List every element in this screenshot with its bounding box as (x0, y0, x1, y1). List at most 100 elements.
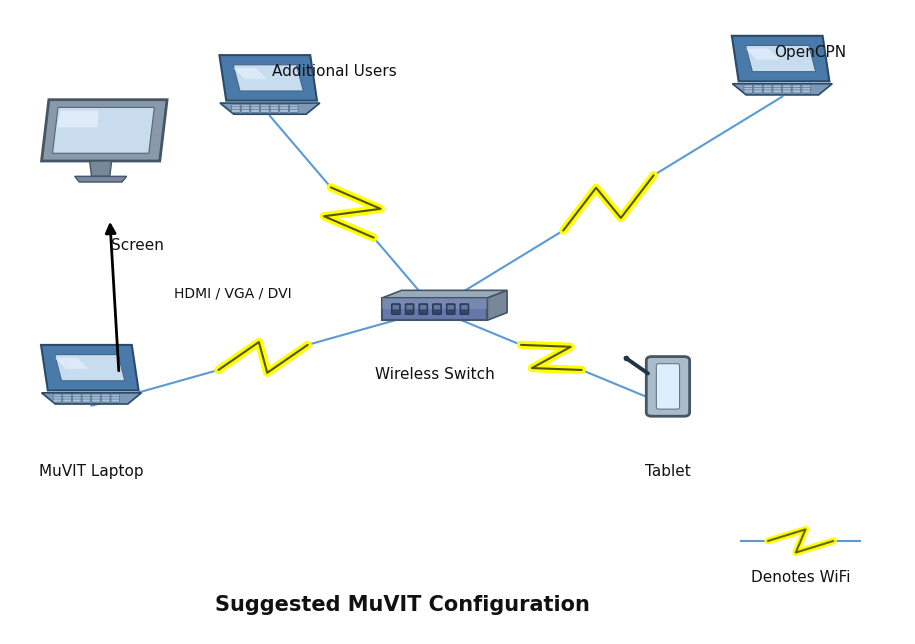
FancyBboxPatch shape (447, 304, 455, 314)
FancyBboxPatch shape (754, 88, 762, 91)
FancyBboxPatch shape (460, 304, 468, 314)
FancyBboxPatch shape (82, 397, 91, 400)
Polygon shape (75, 176, 126, 182)
Polygon shape (41, 393, 142, 404)
FancyBboxPatch shape (231, 109, 241, 112)
Text: Additional Users: Additional Users (272, 64, 396, 79)
FancyBboxPatch shape (392, 304, 400, 314)
FancyBboxPatch shape (754, 85, 762, 88)
FancyBboxPatch shape (111, 399, 120, 402)
FancyBboxPatch shape (447, 305, 454, 309)
FancyBboxPatch shape (251, 109, 260, 112)
Polygon shape (75, 176, 126, 182)
FancyBboxPatch shape (270, 104, 279, 108)
Polygon shape (382, 298, 488, 320)
FancyBboxPatch shape (53, 394, 62, 397)
Polygon shape (382, 298, 488, 309)
Polygon shape (220, 103, 320, 114)
Polygon shape (732, 84, 833, 95)
FancyBboxPatch shape (782, 90, 791, 93)
FancyBboxPatch shape (63, 399, 71, 402)
FancyBboxPatch shape (102, 399, 110, 402)
FancyBboxPatch shape (102, 397, 110, 400)
FancyBboxPatch shape (763, 85, 772, 88)
FancyBboxPatch shape (53, 397, 62, 400)
FancyBboxPatch shape (289, 104, 298, 108)
Polygon shape (52, 108, 155, 153)
FancyBboxPatch shape (393, 305, 399, 309)
FancyBboxPatch shape (111, 397, 120, 400)
Polygon shape (57, 111, 99, 128)
FancyBboxPatch shape (744, 85, 753, 88)
FancyBboxPatch shape (792, 90, 801, 93)
FancyBboxPatch shape (773, 90, 781, 93)
FancyBboxPatch shape (782, 85, 791, 88)
Text: Tablet: Tablet (645, 464, 691, 478)
FancyBboxPatch shape (434, 305, 440, 309)
FancyBboxPatch shape (231, 107, 241, 110)
Polygon shape (746, 49, 780, 60)
FancyBboxPatch shape (72, 394, 81, 397)
Polygon shape (55, 358, 89, 369)
FancyBboxPatch shape (53, 399, 62, 402)
FancyBboxPatch shape (773, 88, 781, 91)
Text: MuVIT Laptop: MuVIT Laptop (39, 464, 144, 478)
FancyBboxPatch shape (270, 107, 279, 110)
FancyBboxPatch shape (92, 397, 101, 400)
Polygon shape (382, 290, 507, 298)
FancyBboxPatch shape (782, 88, 791, 91)
FancyBboxPatch shape (72, 397, 81, 400)
Polygon shape (55, 355, 124, 381)
FancyBboxPatch shape (111, 394, 120, 397)
FancyBboxPatch shape (802, 85, 811, 88)
FancyBboxPatch shape (461, 305, 468, 309)
Polygon shape (41, 100, 167, 161)
FancyBboxPatch shape (802, 90, 811, 93)
FancyBboxPatch shape (82, 399, 91, 402)
FancyBboxPatch shape (242, 104, 250, 108)
Text: Wireless Switch: Wireless Switch (375, 367, 494, 382)
FancyBboxPatch shape (261, 109, 269, 112)
Polygon shape (732, 36, 829, 81)
FancyBboxPatch shape (646, 357, 690, 416)
FancyBboxPatch shape (92, 394, 101, 397)
Polygon shape (220, 55, 317, 100)
FancyBboxPatch shape (792, 85, 801, 88)
FancyBboxPatch shape (406, 305, 413, 309)
FancyBboxPatch shape (763, 90, 772, 93)
FancyBboxPatch shape (63, 394, 71, 397)
Text: Denotes WiFi: Denotes WiFi (751, 570, 850, 585)
FancyBboxPatch shape (92, 399, 101, 402)
FancyBboxPatch shape (405, 304, 414, 314)
FancyBboxPatch shape (280, 107, 288, 110)
FancyBboxPatch shape (656, 364, 680, 409)
FancyBboxPatch shape (802, 88, 811, 91)
Polygon shape (233, 65, 303, 91)
FancyBboxPatch shape (63, 397, 71, 400)
FancyBboxPatch shape (433, 304, 441, 314)
FancyBboxPatch shape (419, 304, 427, 314)
FancyBboxPatch shape (261, 107, 269, 110)
Text: Screen: Screen (111, 238, 164, 253)
FancyBboxPatch shape (251, 107, 260, 110)
FancyBboxPatch shape (82, 394, 91, 397)
Text: HDMI / VGA / DVI: HDMI / VGA / DVI (174, 286, 292, 300)
FancyBboxPatch shape (72, 399, 81, 402)
FancyBboxPatch shape (754, 90, 762, 93)
FancyBboxPatch shape (280, 104, 288, 108)
FancyBboxPatch shape (102, 394, 110, 397)
Polygon shape (90, 161, 112, 176)
FancyBboxPatch shape (289, 107, 298, 110)
FancyBboxPatch shape (289, 109, 298, 112)
FancyBboxPatch shape (242, 109, 250, 112)
FancyBboxPatch shape (763, 88, 772, 91)
FancyBboxPatch shape (231, 104, 241, 108)
FancyBboxPatch shape (773, 85, 781, 88)
Polygon shape (488, 290, 507, 320)
FancyBboxPatch shape (280, 109, 288, 112)
FancyBboxPatch shape (270, 109, 279, 112)
Polygon shape (41, 345, 138, 390)
FancyBboxPatch shape (242, 107, 250, 110)
Polygon shape (233, 68, 267, 79)
Text: Suggested MuVIT Configuration: Suggested MuVIT Configuration (215, 595, 590, 616)
